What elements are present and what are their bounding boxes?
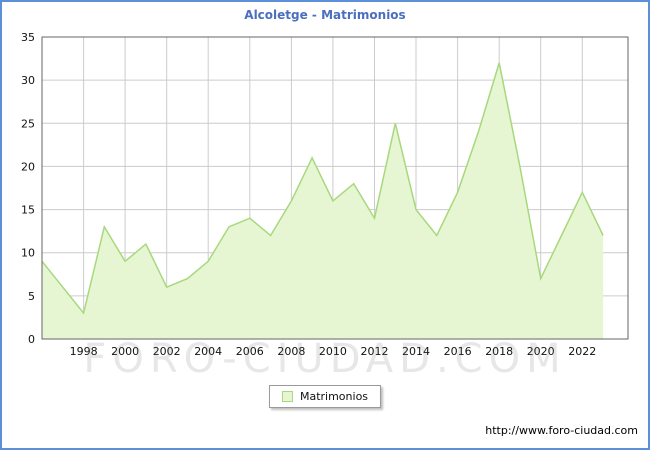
legend: Matrimonios [268, 385, 382, 408]
svg-text:15: 15 [21, 204, 35, 217]
svg-text:2012: 2012 [361, 345, 389, 358]
svg-text:2004: 2004 [194, 345, 222, 358]
svg-text:2022: 2022 [568, 345, 596, 358]
svg-text:2000: 2000 [111, 345, 139, 358]
svg-text:0: 0 [28, 333, 35, 346]
svg-text:2010: 2010 [319, 345, 347, 358]
footer-url: http://www.foro-ciudad.com [485, 424, 638, 437]
svg-text:2020: 2020 [527, 345, 555, 358]
svg-text:2008: 2008 [277, 345, 305, 358]
svg-text:20: 20 [21, 160, 35, 173]
svg-text:25: 25 [21, 117, 35, 130]
legend-swatch-icon [281, 391, 293, 402]
chart-title: Alcoletge - Matrimonios [244, 8, 406, 22]
legend-label: Matrimonios [299, 390, 369, 403]
svg-text:2016: 2016 [444, 345, 472, 358]
svg-text:2018: 2018 [485, 345, 513, 358]
svg-text:5: 5 [28, 290, 35, 303]
svg-text:2014: 2014 [402, 345, 430, 358]
svg-text:30: 30 [21, 74, 35, 87]
svg-text:10: 10 [21, 247, 35, 260]
svg-text:1998: 1998 [70, 345, 98, 358]
svg-text:2002: 2002 [153, 345, 181, 358]
svg-text:35: 35 [21, 31, 35, 44]
svg-text:2006: 2006 [236, 345, 264, 358]
